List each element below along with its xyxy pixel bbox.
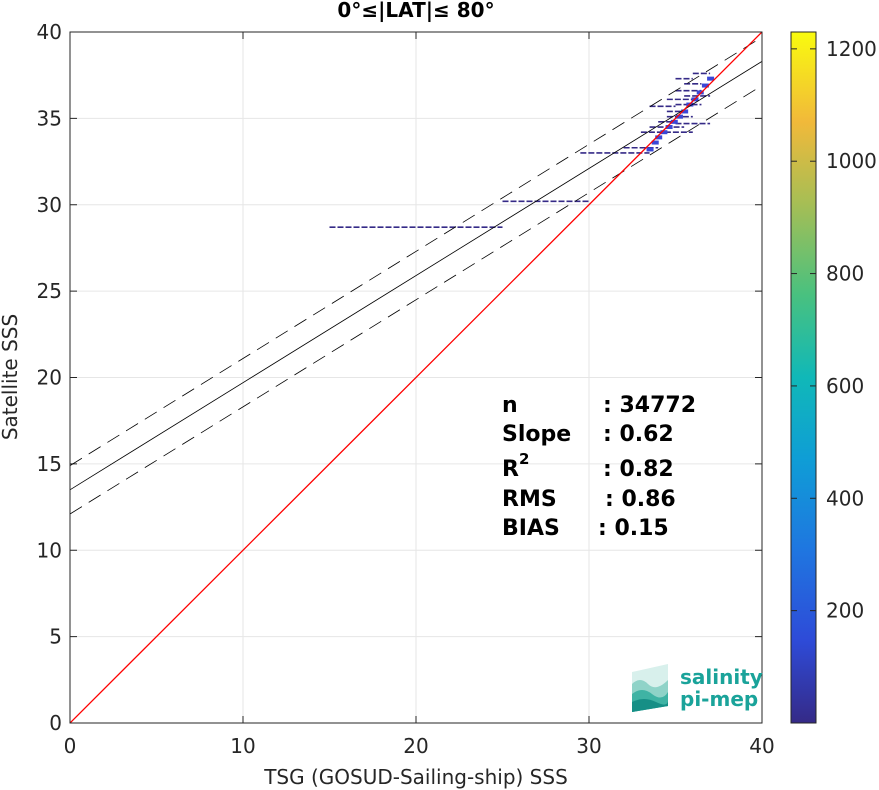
x-tick-label: 30 <box>576 734 601 758</box>
stat-bias-value: : 0.15 <box>598 516 669 541</box>
stat-r2-superscript: 2 <box>519 450 529 468</box>
y-axis-ticks: 0 5 10 15 20 25 30 35 40 <box>37 20 762 735</box>
confidence-line-lower <box>70 85 762 515</box>
colorbar-tick-label: 1000 <box>826 149 877 173</box>
colorbar-tick-label: 600 <box>826 374 864 398</box>
y-tick-label: 20 <box>37 366 62 390</box>
y-axis-label: Satellite SSS <box>0 314 22 440</box>
stats-box: n : 34772 Slope : 0.62 R 2 : 0.82 RMS : … <box>502 393 696 541</box>
dense-point <box>670 119 678 124</box>
dense-point <box>646 147 654 152</box>
colorbar-tick-label: 400 <box>826 486 864 510</box>
confidence-line-upper <box>70 36 762 466</box>
one-to-one-line <box>70 32 762 723</box>
plot-frame <box>69 31 763 724</box>
colorbar-tick-label: 200 <box>826 599 864 623</box>
y-tick-label: 10 <box>37 538 62 562</box>
chart-title: 0°≤|LAT|≤ 80° <box>337 0 494 22</box>
dense-point <box>655 135 663 140</box>
y-tick-label: 25 <box>37 279 62 303</box>
dense-point <box>660 130 668 135</box>
dense-point <box>707 76 715 81</box>
stat-rms-label: RMS <box>502 487 557 512</box>
logo-text-line1: salinity <box>680 665 763 689</box>
wave-logo-icon <box>632 664 668 712</box>
regression-line <box>70 61 762 491</box>
x-axis-ticks: 0 10 20 30 40 <box>64 32 775 758</box>
stat-rms-value: : 0.86 <box>605 487 676 512</box>
y-tick-label: 30 <box>37 193 62 217</box>
y-tick-label: 0 <box>49 711 62 735</box>
colorbar <box>790 31 817 724</box>
salinity-pi-mep-logo: salinity pi-mep <box>632 664 763 712</box>
dense-point <box>675 114 683 119</box>
y-tick-label: 35 <box>37 106 62 130</box>
colorbar-ticks: 200 400 600 800 1000 1200 <box>791 37 877 623</box>
stat-n-label: n <box>502 393 518 418</box>
x-tick-label: 0 <box>64 734 77 758</box>
dense-point <box>665 125 673 130</box>
stat-r2-label: R <box>502 457 519 482</box>
y-tick-label: 15 <box>37 452 62 476</box>
dense-point <box>681 109 689 114</box>
x-tick-label: 20 <box>403 734 428 758</box>
colorbar-tick-label: 800 <box>826 262 864 286</box>
x-tick-label: 40 <box>749 734 774 758</box>
stat-bias-label: BIAS <box>502 516 560 541</box>
stat-slope-value: : 0.62 <box>603 422 674 447</box>
y-tick-label: 40 <box>37 20 62 44</box>
x-axis-label: TSG (GOSUD-Sailing-ship) SSS <box>263 765 568 789</box>
logo-text-line2: pi-mep <box>680 687 758 711</box>
dense-point <box>696 90 704 95</box>
stat-n-value: : 34772 <box>603 393 696 418</box>
dense-point <box>701 83 709 88</box>
dense-point <box>651 140 659 145</box>
y-tick-label: 5 <box>49 625 62 649</box>
colorbar-tick-label: 1200 <box>826 37 877 61</box>
stat-slope-label: Slope <box>502 422 571 447</box>
x-tick-label: 10 <box>230 734 255 758</box>
stat-r2-value: : 0.82 <box>603 457 674 482</box>
